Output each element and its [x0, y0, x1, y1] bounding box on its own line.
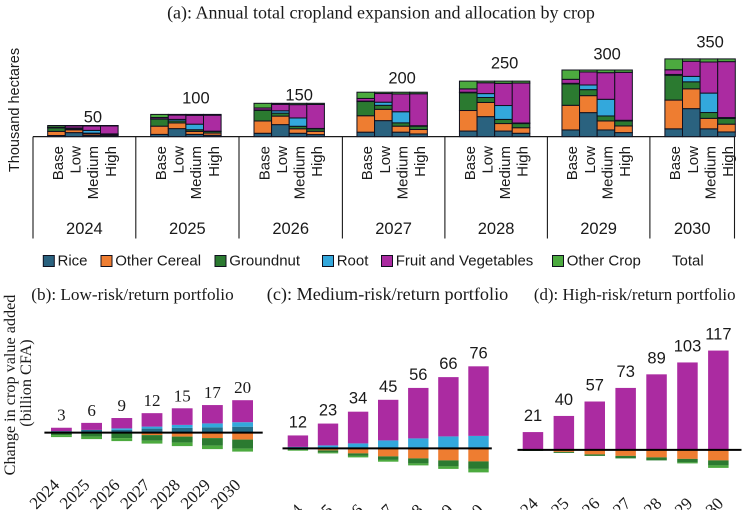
svg-text:103: 103	[674, 338, 702, 356]
svg-text:200: 200	[388, 69, 416, 87]
svg-text:High: High	[617, 146, 634, 177]
svg-text:Base: Base	[50, 146, 67, 180]
svg-text:2025: 2025	[299, 500, 336, 510]
svg-text:Base: Base	[462, 146, 479, 180]
svg-text:2027: 2027	[375, 220, 412, 238]
svg-text:2026: 2026	[329, 500, 366, 510]
svg-text:Low: Low	[68, 146, 85, 174]
svg-text:Change in crop value added: Change in crop value added	[1, 295, 19, 476]
svg-text:Low: Low	[274, 146, 291, 174]
svg-text:Base: Base	[359, 146, 376, 180]
svg-text:2028: 2028	[390, 500, 427, 510]
svg-text:12: 12	[289, 413, 307, 431]
svg-text:117: 117	[705, 326, 731, 344]
svg-text:2027: 2027	[360, 500, 398, 510]
svg-text:Medium: Medium	[702, 146, 719, 199]
svg-text:50: 50	[84, 109, 102, 127]
svg-text:300: 300	[593, 45, 621, 63]
svg-text:Root: Root	[337, 253, 370, 270]
svg-text:2028: 2028	[478, 220, 515, 238]
svg-text:High: High	[103, 146, 120, 177]
svg-text:15: 15	[174, 386, 191, 405]
svg-text:350: 350	[696, 34, 724, 52]
svg-text:2030: 2030	[450, 500, 487, 510]
svg-text:73: 73	[617, 363, 635, 381]
svg-text:(a): Annual total cropland exp: (a): Annual total cropland expansion and…	[167, 3, 595, 24]
svg-text:2029: 2029	[580, 220, 617, 238]
svg-text:High: High	[412, 146, 429, 177]
svg-text:(c): Medium-risk/return portfo: (c): Medium-risk/return portfolio	[267, 284, 508, 305]
svg-text:2025: 2025	[169, 220, 206, 238]
svg-text:Other Crop: Other Crop	[567, 253, 641, 270]
svg-text:Medium: Medium	[599, 146, 616, 199]
svg-text:Medium: Medium	[292, 146, 309, 199]
svg-text:23: 23	[319, 402, 337, 420]
svg-text:2029: 2029	[420, 500, 457, 510]
svg-text:Base: Base	[667, 146, 684, 180]
svg-text:2024: 2024	[269, 500, 307, 510]
svg-text:2030: 2030	[674, 220, 711, 238]
svg-text:Low: Low	[377, 146, 394, 174]
svg-text:6: 6	[87, 401, 96, 420]
svg-text:Fruit and Vegetables: Fruit and Vegetables	[396, 253, 534, 270]
svg-text:2026: 2026	[272, 220, 309, 238]
svg-text:12: 12	[144, 391, 161, 410]
svg-text:57: 57	[586, 377, 604, 395]
svg-text:89: 89	[647, 349, 665, 367]
svg-text:100: 100	[182, 90, 210, 108]
svg-text:High: High	[720, 146, 737, 177]
svg-text:Thousand hectares: Thousand hectares	[7, 48, 23, 172]
svg-text:Medium: Medium	[394, 146, 411, 199]
svg-text:250: 250	[491, 54, 519, 72]
svg-text:40: 40	[555, 391, 573, 409]
svg-text:Groundnut: Groundnut	[229, 253, 301, 270]
svg-text:3: 3	[57, 406, 66, 425]
svg-text:High: High	[309, 146, 326, 177]
svg-text:2024: 2024	[66, 220, 103, 238]
svg-text:66: 66	[439, 355, 457, 373]
svg-text:Base: Base	[564, 146, 581, 180]
svg-text:20: 20	[234, 378, 251, 397]
svg-text:Other Cereal: Other Cereal	[115, 253, 201, 270]
svg-text:Medium: Medium	[497, 146, 514, 199]
svg-text:76: 76	[469, 344, 487, 362]
svg-text:Base: Base	[153, 146, 170, 180]
svg-text:Medium: Medium	[188, 146, 205, 199]
svg-text:Low: Low	[685, 146, 702, 174]
svg-text:(d): High-risk/return portfoli: (d): High-risk/return portfolio	[534, 285, 736, 304]
svg-text:Low: Low	[171, 146, 188, 174]
svg-text:High: High	[515, 146, 532, 177]
svg-text:High: High	[206, 146, 223, 177]
svg-text:Medium: Medium	[85, 146, 102, 199]
svg-text:34: 34	[349, 390, 367, 408]
svg-text:21: 21	[524, 407, 542, 425]
svg-text:Rice: Rice	[58, 253, 88, 270]
svg-text:150: 150	[285, 86, 313, 104]
svg-text:17: 17	[204, 383, 222, 402]
svg-text:(billion CFA): (billion CFA)	[17, 339, 35, 426]
svg-text:Total: Total	[672, 253, 704, 270]
svg-text:Base: Base	[256, 146, 273, 180]
svg-text:(b): Low-risk/return portfolio: (b): Low-risk/return portfolio	[31, 285, 233, 304]
svg-text:9: 9	[118, 396, 127, 415]
svg-text:Low: Low	[479, 146, 496, 174]
svg-text:Low: Low	[582, 146, 599, 174]
svg-text:56: 56	[409, 366, 427, 384]
svg-text:45: 45	[379, 378, 397, 396]
